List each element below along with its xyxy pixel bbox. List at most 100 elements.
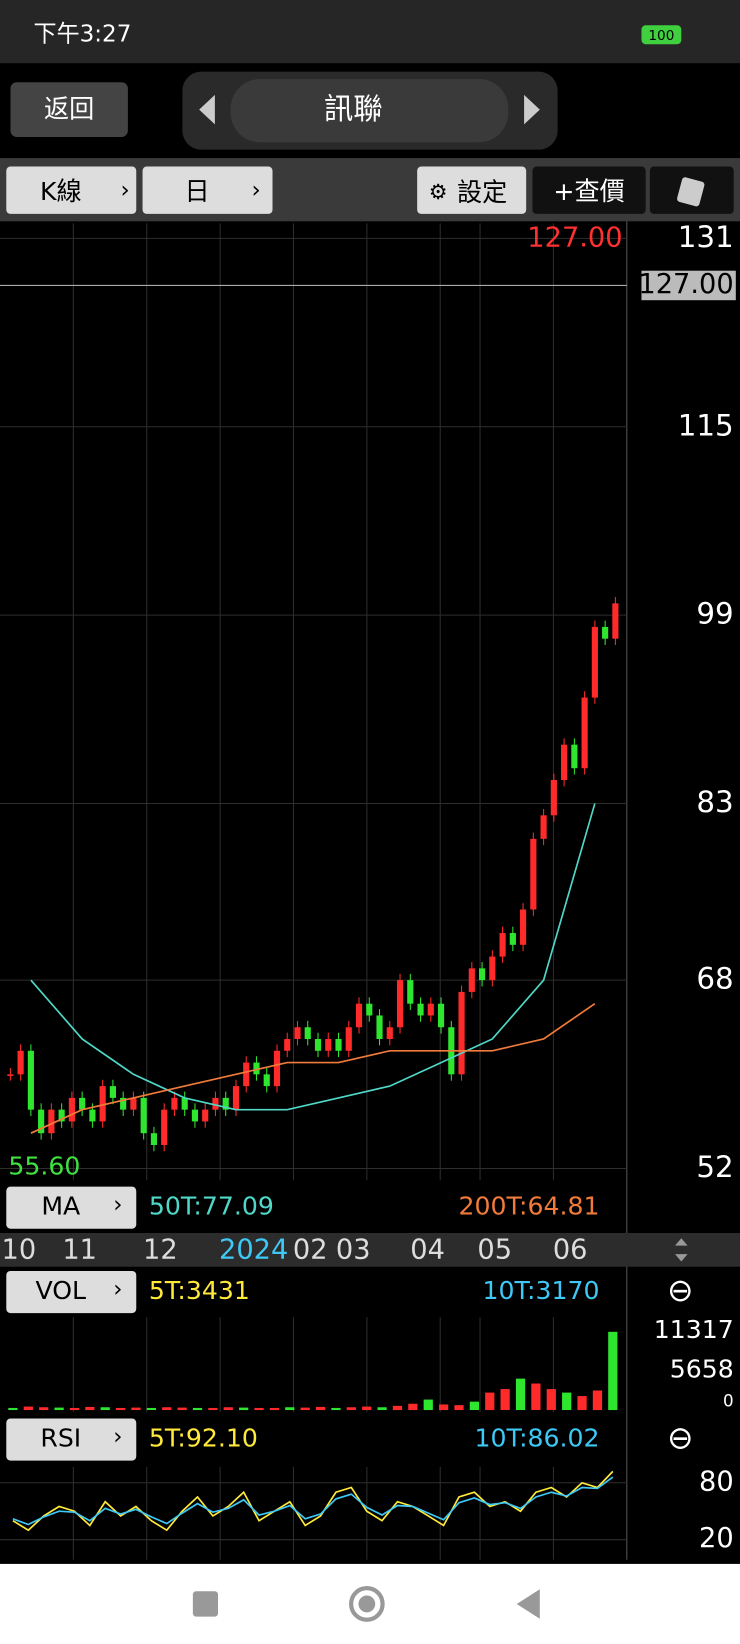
candle [7,1074,14,1076]
y-tick-label: 0 [723,1391,734,1411]
legend-entry: 10T:86.02 [474,1424,599,1453]
next-stock[interactable] [524,94,540,125]
y-tick-label: 80 [699,1466,734,1497]
candle [140,1097,147,1134]
candle [520,909,527,945]
volume-bar [423,1399,433,1411]
quote-button[interactable] [532,166,646,214]
legend-entry: 50T:77.09 [149,1192,274,1221]
chevron: › [113,1276,122,1302]
interval-button[interactable] [142,166,273,214]
candle [68,1097,75,1122]
y-tick-label: 52 [696,1150,733,1184]
candle [191,1109,199,1122]
quote-label: +查價 [553,177,624,206]
candle [253,1062,260,1075]
candle [550,779,557,816]
nav-back[interactable] [516,1589,540,1619]
candle [79,1097,86,1110]
x-tick-label: 2024 [219,1234,288,1265]
chevron: › [113,1424,122,1450]
volume-bar [300,1407,310,1411]
nav-home-dot [358,1595,376,1613]
chevron: › [113,1192,122,1218]
volume-bar [577,1396,587,1411]
volume-bar [439,1404,449,1411]
candle [540,815,547,839]
y-tick-label: 83 [696,785,733,819]
settings-button[interactable] [417,166,527,214]
candle [109,1086,116,1098]
candle [99,1086,106,1122]
x-tick-label: 03 [336,1234,371,1265]
last-price-axis: 127.00 [638,269,733,300]
volume-bar [85,1406,95,1411]
candle [243,1062,250,1087]
battery-level: 100 [648,28,674,44]
indicator-button[interactable] [6,1270,137,1314]
volume-bar [269,1407,280,1411]
volume-bar [515,1378,526,1411]
candle [602,626,609,639]
status-time: 下午3:27 [34,21,132,47]
volume-bar [608,1331,618,1411]
candle [355,1003,363,1028]
nav-home[interactable] [349,1586,385,1622]
candle [202,1109,209,1122]
candle [366,1003,373,1016]
candle [478,968,486,981]
volume-bar [469,1401,479,1411]
prev-stock[interactable] [199,94,215,125]
volume-bar [546,1389,556,1411]
candle [161,1109,168,1145]
indicator-button[interactable] [6,1418,137,1461]
period-button[interactable] [6,166,137,214]
x-tick-label: 11 [62,1234,97,1265]
candle [612,603,619,639]
legend-entry: 200T:64.81 [458,1192,599,1221]
candle [212,1097,219,1110]
candle [468,968,475,992]
volume-bar [192,1407,203,1411]
candle [48,1109,55,1134]
nav-recent[interactable] [192,1591,219,1617]
y-tick-label: 5658 [670,1354,734,1383]
volume-bar [69,1407,80,1411]
chevron: › [252,177,261,203]
rsi-line [12,1476,614,1526]
indicator-label: MA [41,1192,81,1221]
volume-bar [39,1407,49,1411]
candle [396,980,404,1028]
candle [499,933,506,957]
volume-bar [8,1407,18,1411]
indicator-button[interactable] [6,1186,137,1229]
volume-bar [562,1392,572,1411]
candle [591,626,598,698]
volume-bar [485,1392,495,1411]
back-button[interactable] [10,82,128,137]
expand-icon[interactable] [675,1238,688,1262]
ma-line [30,803,596,1111]
x-tick-label: 05 [477,1234,512,1265]
chevron: › [121,177,130,203]
candle [130,1097,137,1110]
volume-bar [131,1407,141,1411]
candle [458,991,465,1075]
status-bar [0,0,740,64]
indicator-label: RSI [40,1424,81,1453]
indicator-label: VOL [36,1276,87,1305]
candle [304,1027,311,1040]
volume-bar [315,1406,326,1411]
candle [263,1074,270,1087]
y-tick-label: 20 [699,1523,734,1554]
settings-label: 設定 [457,178,507,207]
x-tick-label: 02 [293,1234,328,1265]
stock-title: 訊聯 [324,92,383,126]
candle [17,1050,24,1075]
candle [150,1133,158,1145]
title-pill[interactable] [230,79,509,143]
x-tick-label: 12 [143,1234,178,1265]
volume-bar [177,1407,187,1411]
